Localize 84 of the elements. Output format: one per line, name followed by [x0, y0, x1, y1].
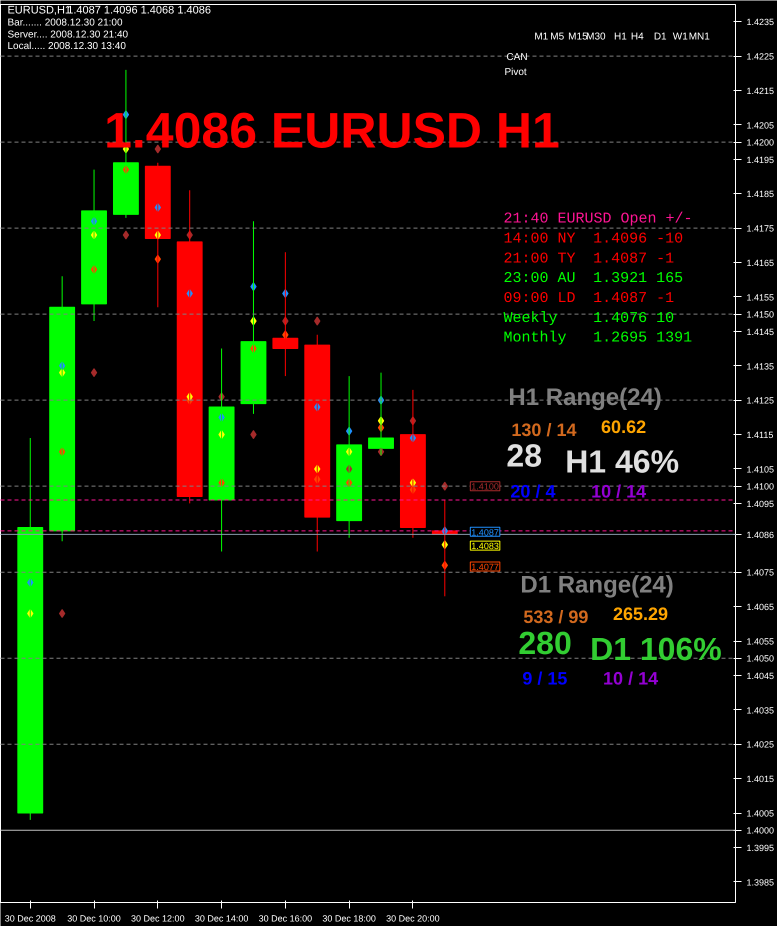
x-tick-label: 30 Dec 2008: [4, 914, 56, 924]
y-tick-label: 1.4086: [746, 530, 774, 540]
y-tick-label: 1.4125: [746, 396, 774, 406]
y-tick-label: 1.4215: [746, 86, 774, 96]
annotation: H1 Range(24): [508, 384, 662, 412]
y-tick-label: 1.4025: [746, 740, 774, 750]
annotation: M1: [534, 31, 549, 42]
annotation: M15: [568, 31, 588, 42]
annotation: 1.2695 1391: [593, 330, 692, 347]
annotation: H4: [630, 31, 644, 42]
annotation: D1 Range(24): [520, 571, 674, 598]
annotation: 1.4077: [471, 562, 499, 572]
annotation: D1 106%: [590, 630, 722, 667]
annotation: Local..... 2008.12.30 13:40: [7, 41, 126, 52]
annotation: 10 / 14: [591, 481, 646, 502]
annotation: 21:40 EURUSD Open +/-: [503, 210, 692, 228]
y-tick-label: 1.4015: [746, 774, 774, 784]
annotation: Pivot: [504, 66, 527, 78]
annotation: 130 / 14: [511, 420, 576, 440]
y-tick-label: 1.4005: [746, 808, 774, 819]
y-tick-label: 1.4145: [746, 326, 774, 337]
x-tick-label: 30 Dec 12:00: [131, 914, 185, 924]
annotation: CAN: [506, 52, 528, 64]
y-tick-label: 1.4050: [746, 654, 774, 664]
y-tick-label: 1.4000: [746, 826, 774, 836]
y-tick-label: 1.4105: [746, 464, 774, 474]
y-tick-label: 1.4095: [746, 498, 774, 509]
x-tick-label: 30 Dec 14:00: [194, 914, 248, 924]
annotation: Bar....... 2008.12.30 21:00: [7, 17, 123, 28]
annotation: M5: [550, 31, 565, 42]
annotation: 1.4076 10: [593, 310, 674, 327]
annotation: 14:00 NY: [503, 230, 576, 248]
y-tick-label: 1.4205: [746, 120, 774, 130]
annotation: 1.4087 1.4096 1.4068 1.4086: [67, 4, 211, 16]
annotation: 1.4087 -1: [593, 250, 674, 268]
y-tick-label: 1.4225: [746, 52, 774, 62]
annotation: Weekly: [503, 310, 558, 327]
annotation: W1: [672, 31, 688, 42]
y-tick-label: 1.4035: [746, 705, 774, 716]
y-tick-label: 1.4045: [746, 670, 774, 681]
annotation: M30: [586, 31, 606, 42]
annotation: 533 / 99: [523, 607, 588, 628]
x-tick-label: 30 Dec 20:00: [386, 914, 440, 924]
y-tick-label: 1.3995: [746, 842, 774, 853]
y-tick-label: 1.4075: [746, 568, 774, 578]
y-tick-label: 1.4065: [746, 602, 774, 612]
annotation: H1 46%: [565, 444, 680, 480]
y-tick-label: 1.4100: [746, 482, 774, 492]
annotation: MN1: [688, 31, 710, 42]
annotation: 1.4083: [471, 541, 499, 552]
x-tick-label: 30 Dec 18:00: [322, 914, 376, 924]
annotation: 1.3921 165: [593, 270, 684, 288]
y-tick-label: 1.4155: [746, 292, 774, 302]
y-tick-label: 1.4135: [746, 361, 774, 372]
annotation: 1.4087 -1: [593, 290, 674, 307]
annotation: 23:00 AU: [503, 270, 576, 288]
x-tick-label: 30 Dec 16:00: [258, 914, 312, 924]
annotation: 1.4100: [471, 482, 499, 492]
annotation: 09:00 LD: [503, 290, 576, 307]
annotation: H1: [614, 31, 628, 42]
annotation: 280: [518, 624, 572, 661]
annotation: 265.29: [613, 604, 668, 624]
y-tick-label: 1.4150: [746, 310, 774, 320]
y-tick-label: 1.4055: [746, 636, 774, 647]
annotation: 60.62: [601, 416, 646, 437]
x-tick-label: 30 Dec 10:00: [67, 914, 121, 924]
annotation: Server.... 2008.12.30 21:40: [7, 29, 129, 40]
annotation: Monthly: [503, 330, 566, 347]
annotation: 28: [506, 438, 542, 474]
annotation: 10 / 14: [603, 668, 658, 689]
y-tick-label: 1.4185: [746, 189, 774, 200]
y-tick-label: 1.4165: [746, 258, 774, 268]
annotation: 1.4096 -10: [593, 230, 684, 248]
y-tick-label: 1.4200: [746, 138, 774, 148]
y-tick-label: 1.4195: [746, 154, 774, 165]
y-tick-label: 1.4175: [746, 224, 774, 234]
annotation: D1: [654, 31, 668, 42]
annotation: 20 / 4: [510, 481, 556, 502]
y-tick-label: 1.4115: [746, 430, 774, 440]
annotation: 21:00 TY: [503, 250, 576, 268]
y-tick-label: 1.4235: [746, 17, 774, 28]
annotation: 1.4087: [471, 527, 499, 538]
annotation: 9 / 15: [522, 668, 568, 689]
y-tick-label: 1.3985: [746, 877, 774, 888]
